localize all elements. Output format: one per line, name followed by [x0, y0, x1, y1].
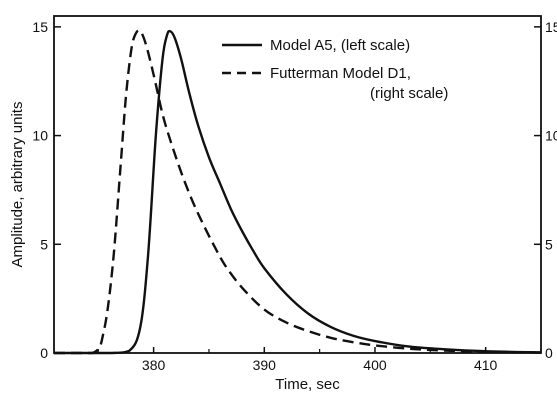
legend-label-model-a5: Model A5, (left scale) [270, 37, 410, 54]
y-tick-label: 15 [32, 19, 48, 35]
series-line-model-a5 [54, 29, 542, 355]
plot-frame [53, 15, 542, 354]
x-tick-label: 380 [142, 357, 166, 373]
y-tick-label: 0 [40, 345, 48, 361]
y-tick-label: 10 [32, 128, 48, 144]
x-tick-label: 410 [474, 357, 498, 373]
y-right-tick-label: 10 [545, 128, 557, 144]
legend-label-futterman-d1: Futterman Model D1, [270, 65, 411, 82]
y-tick-label: 5 [40, 236, 48, 252]
labels-layer: 380 390 400 410 0 5 10 15 0 5 10 15 [32, 19, 557, 373]
y-right-tick-label: 0 [545, 345, 553, 361]
x-axis-label: Time, sec [275, 376, 340, 393]
x-tick-label: 390 [253, 357, 277, 373]
series-layer [54, 29, 542, 355]
legend: Model A5, (left scale) Futterman Model D… [222, 37, 448, 102]
y-right-tick-label: 15 [545, 19, 557, 35]
y-right-tick-label: 5 [545, 236, 553, 252]
legend-label-futterman-d1-scale: (right scale) [370, 85, 448, 102]
series-line-futterman-d1 [54, 29, 542, 355]
x-tick-label: 400 [363, 357, 387, 373]
y-axis-label: Amplitude, arbitrary units [9, 102, 26, 268]
